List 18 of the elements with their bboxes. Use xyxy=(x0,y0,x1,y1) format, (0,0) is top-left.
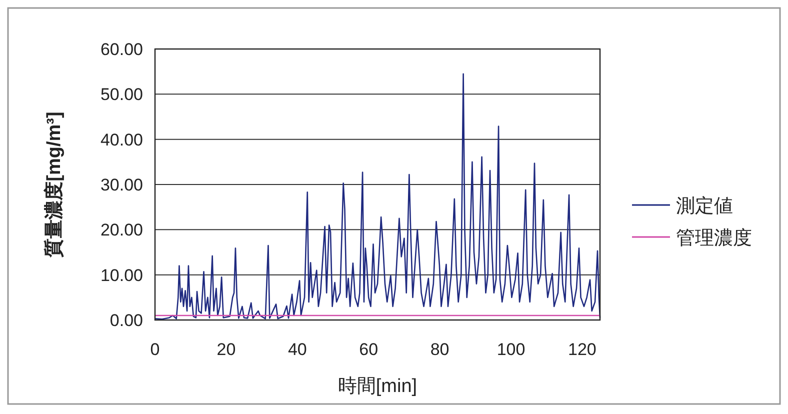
x-tick-label: 0 xyxy=(150,340,160,359)
x-tick-label: 40 xyxy=(288,340,307,359)
x-axis-title: 時間[min] xyxy=(338,376,418,397)
y-tick-label: 10.00 xyxy=(100,266,143,285)
y-tick-label: 20.00 xyxy=(100,220,143,240)
y-axis-title: 質量濃度[mg/m³] xyxy=(43,112,65,258)
y-tick-label: 60.00 xyxy=(100,40,143,59)
x-tick-label: 80 xyxy=(430,340,450,359)
legend-label: 測定値 xyxy=(676,195,733,217)
x-tick-label: 100 xyxy=(496,340,526,359)
y-tick-label: 40.00 xyxy=(100,130,143,150)
y-tick-label: 0.00 xyxy=(110,311,143,330)
y-tick-label: 50.00 xyxy=(100,85,143,104)
x-tick-label: 60 xyxy=(359,340,378,359)
x-tick-label: 120 xyxy=(568,340,596,359)
x-tick-label: 20 xyxy=(216,340,236,359)
legend-label: 管理濃度 xyxy=(676,227,752,249)
y-tick-label: 30.00 xyxy=(100,176,143,194)
